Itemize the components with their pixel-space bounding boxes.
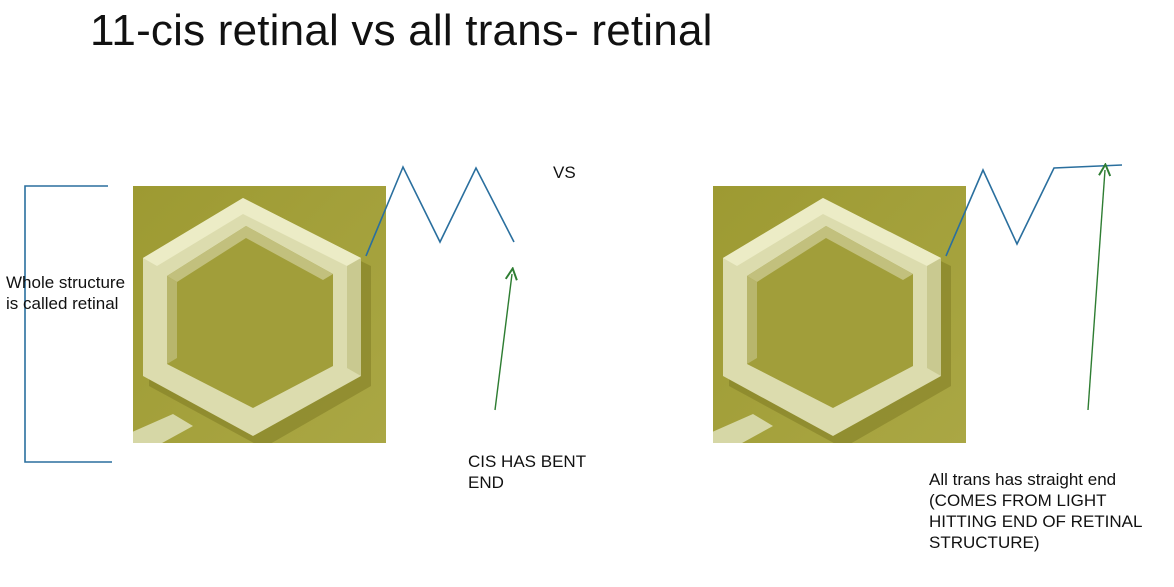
hexagon-ring-image-trans <box>713 186 966 443</box>
hexagon-ring-image-cis <box>133 186 386 443</box>
cis-caption: CIS HAS BENT END <box>468 452 586 492</box>
cis-arrow <box>494 274 512 411</box>
whole-structure-label: Whole structure is called retinal <box>6 273 126 313</box>
cis-chain-line <box>365 165 515 257</box>
trans-chain-line <box>945 164 1123 257</box>
slide-title: 11-cis retinal vs all trans- retinal <box>90 6 713 55</box>
trans-caption: All trans has straight end (COMES FROM L… <box>929 470 1142 552</box>
trans-arrow <box>1087 170 1105 411</box>
vs-label: VS <box>553 163 576 182</box>
bracket <box>24 185 112 463</box>
